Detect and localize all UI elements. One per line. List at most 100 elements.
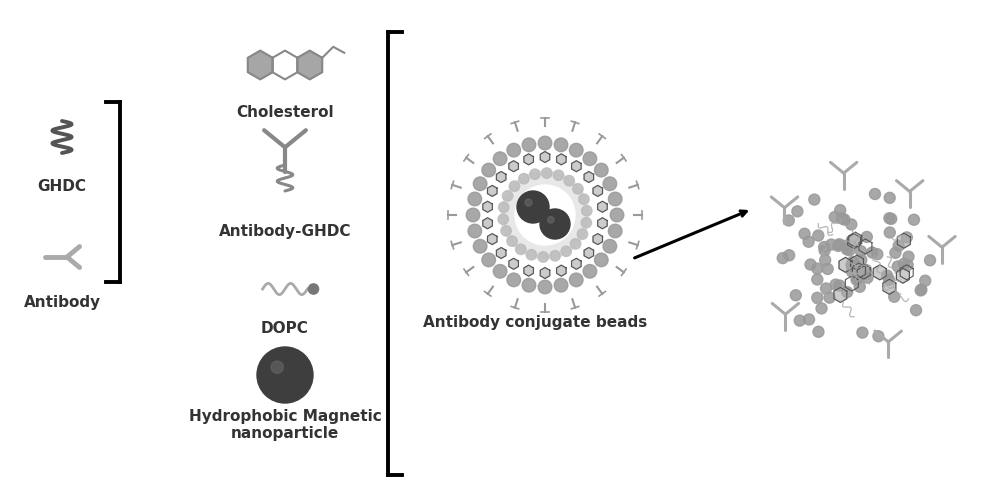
Circle shape [482,163,496,177]
Circle shape [522,279,536,292]
Circle shape [582,206,592,216]
Circle shape [839,241,850,251]
Circle shape [861,269,872,280]
Circle shape [813,326,824,337]
Circle shape [846,219,857,230]
Circle shape [569,143,583,157]
Circle shape [516,244,526,255]
Circle shape [507,236,517,246]
Circle shape [804,314,815,325]
Circle shape [882,270,893,281]
Circle shape [816,303,827,314]
Circle shape [854,281,865,292]
Circle shape [846,260,857,271]
Polygon shape [496,171,506,183]
Circle shape [821,283,832,294]
Polygon shape [873,265,886,280]
Circle shape [473,240,487,253]
Circle shape [468,192,482,206]
Circle shape [822,263,833,275]
Circle shape [794,315,805,326]
Polygon shape [297,51,322,79]
Circle shape [844,244,855,256]
Circle shape [813,230,824,241]
Circle shape [886,213,897,225]
Circle shape [538,280,552,294]
Circle shape [861,231,872,243]
Circle shape [860,264,871,276]
Circle shape [884,213,895,224]
Circle shape [901,232,912,243]
Polygon shape [540,151,550,163]
Circle shape [525,199,532,206]
Circle shape [507,143,521,157]
Circle shape [493,264,507,278]
Circle shape [812,263,823,274]
Polygon shape [557,265,566,276]
Circle shape [519,173,529,184]
Circle shape [920,275,931,286]
Circle shape [809,194,820,205]
Polygon shape [524,154,533,165]
Circle shape [564,175,574,186]
Circle shape [515,185,575,245]
Polygon shape [557,154,566,165]
Circle shape [583,152,597,166]
Circle shape [610,208,624,222]
Text: Cholesterol: Cholesterol [236,105,334,120]
Circle shape [509,181,520,191]
Polygon shape [593,186,603,196]
Circle shape [837,213,848,224]
Circle shape [522,138,536,151]
Polygon shape [598,201,607,212]
Circle shape [869,188,880,200]
Circle shape [903,251,914,262]
Circle shape [862,272,873,283]
Circle shape [803,236,814,247]
Circle shape [603,240,617,253]
Text: Antibody conjugate beads: Antibody conjugate beads [423,315,647,330]
Circle shape [517,191,549,223]
Circle shape [603,177,617,190]
Circle shape [884,227,895,238]
Circle shape [548,217,554,223]
Circle shape [867,247,878,258]
Circle shape [271,361,283,374]
Circle shape [538,136,552,150]
Circle shape [538,252,548,262]
Circle shape [550,251,560,261]
Circle shape [852,263,863,274]
Polygon shape [584,247,594,259]
Circle shape [482,253,496,267]
Polygon shape [834,287,847,302]
Circle shape [889,291,900,302]
Circle shape [916,284,927,295]
Circle shape [473,177,487,190]
Circle shape [799,228,810,239]
Circle shape [573,184,583,194]
Circle shape [841,244,852,255]
Polygon shape [487,234,497,244]
Circle shape [833,241,844,251]
Polygon shape [593,234,603,244]
Circle shape [839,214,850,225]
Polygon shape [496,247,506,259]
Circle shape [498,214,508,225]
Circle shape [812,274,823,285]
Circle shape [530,169,540,179]
Circle shape [579,194,589,205]
Circle shape [856,255,867,265]
Circle shape [850,263,861,274]
Polygon shape [487,186,497,196]
Polygon shape [896,268,909,283]
Circle shape [829,211,840,223]
Circle shape [608,224,622,238]
Circle shape [493,152,507,166]
Polygon shape [852,263,865,278]
Polygon shape [572,258,581,269]
Circle shape [554,138,568,151]
Polygon shape [248,51,273,79]
Circle shape [890,247,901,258]
Polygon shape [598,218,607,229]
Polygon shape [572,161,581,172]
